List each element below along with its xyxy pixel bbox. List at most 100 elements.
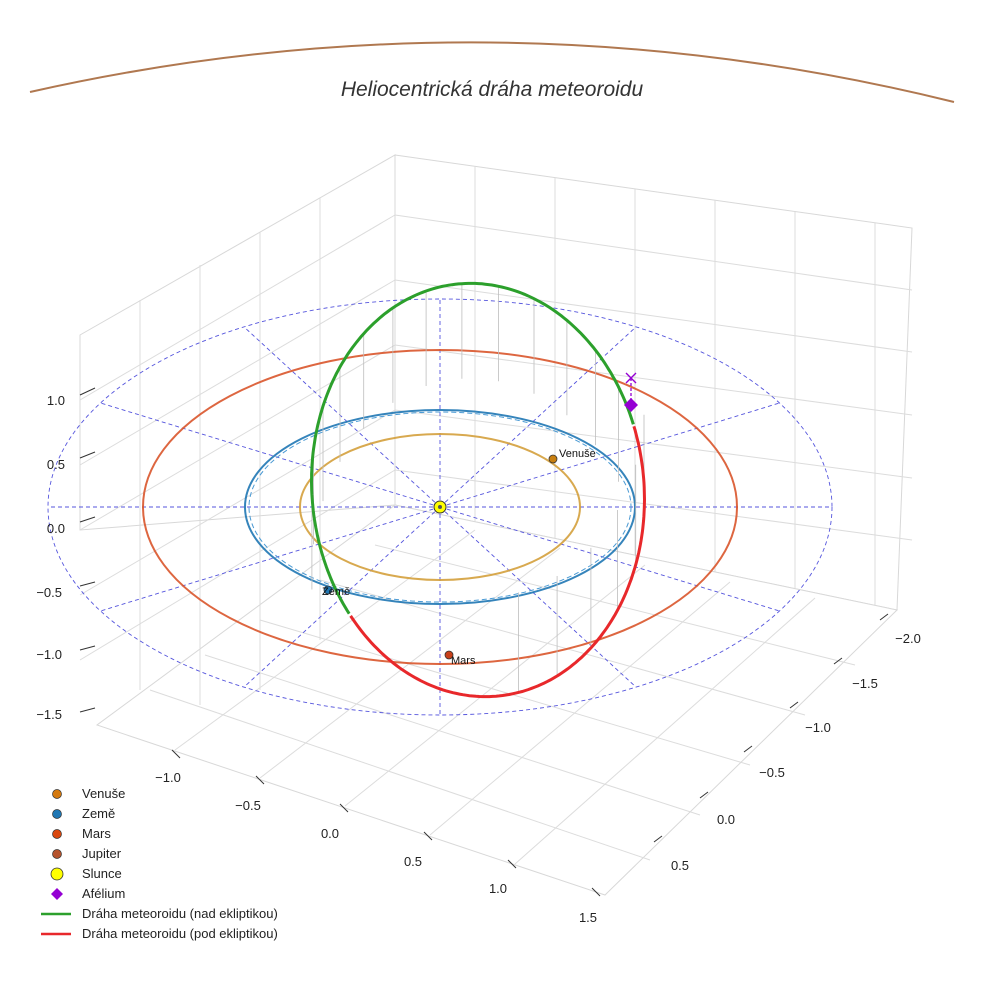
- z-tick-label: 0.5: [47, 457, 65, 472]
- ecliptic-grid: [47, 298, 833, 716]
- x-tick-mark: [591, 887, 601, 897]
- x-tick-mark: [171, 749, 181, 759]
- ecliptic-circle: [47, 298, 833, 716]
- z-tick-label: −1.5: [36, 707, 62, 722]
- x-tick-label: −1.0: [155, 770, 181, 785]
- y-tick-label: −2.0: [895, 631, 921, 646]
- legend-item: Dráha meteoroidu (nad ekliptikou): [41, 906, 278, 921]
- planet-label-Mars: Mars: [451, 655, 476, 667]
- meteoroid-orbit-above: [309, 281, 635, 615]
- x-tick-label: −0.5: [235, 798, 261, 813]
- x-tick-mark: [507, 859, 517, 869]
- axis-ticks: 1.0 0.5 0.0 −0.5 −1.0 −1.5 −1.0 −0.5 0.0 0.5 1.0 1.…: [36, 387, 921, 925]
- meteoroid-orbit: [309, 281, 647, 699]
- legend-item: Země: [52, 806, 115, 821]
- z-tick-mark: [79, 516, 96, 523]
- chart-title: Heliocentrická dráha meteoroidu: [341, 78, 644, 101]
- legend: Venuše Země Mars Jupiter Slunce Afélium Dráha …: [41, 786, 278, 941]
- legend-label: Mars: [82, 826, 111, 841]
- grid-line: [394, 469, 913, 541]
- legend-marker-diamond: [51, 888, 63, 900]
- ecliptic-spoke: [100, 402, 441, 508]
- grid-line: [374, 544, 856, 666]
- grid-line: [79, 344, 396, 531]
- y-tick-mark: [879, 613, 889, 621]
- legend-label: Venuše: [82, 786, 125, 801]
- planet-orbits: [29, 41, 955, 665]
- legend-marker-dot: [52, 809, 62, 819]
- y-tick-mark: [699, 791, 709, 799]
- meteoroid-orbit-below: [349, 425, 647, 699]
- grid-line: [344, 564, 646, 807]
- grid-line: [79, 469, 396, 661]
- grid-line: [394, 214, 913, 291]
- ecliptic-spoke: [243, 326, 441, 508]
- grid-lines: [79, 166, 913, 865]
- y-tick-mark: [833, 657, 843, 665]
- planet-label-Venuše: Venuše: [559, 448, 596, 460]
- y-tick-label: −0.5: [759, 765, 785, 780]
- z-tick-label: −0.5: [36, 585, 62, 600]
- orbit-earth-inner: [248, 411, 632, 603]
- grid-line: [79, 409, 396, 596]
- legend-marker-sun: [50, 867, 64, 881]
- legend-item: Venuše: [52, 786, 125, 801]
- floor-pane: [95, 504, 899, 896]
- legend-label: Slunce: [82, 866, 122, 881]
- legend-item: Mars: [52, 826, 111, 841]
- axis-panes: [79, 154, 913, 896]
- y-tick-label: 0.5: [671, 858, 689, 873]
- x-tick-label: 0.0: [321, 826, 339, 841]
- y-tick-label: −1.5: [852, 676, 878, 691]
- planet-label-Země: Země: [322, 586, 350, 598]
- legend-label: Afélium: [82, 886, 125, 901]
- ecliptic-spoke: [243, 506, 441, 688]
- legend-label: Dráha meteoroidu (pod ekliptikou): [82, 926, 278, 941]
- grid-line: [429, 581, 731, 836]
- y-tick-label: −1.0: [805, 720, 831, 735]
- left-pane: [79, 154, 396, 531]
- y-tick-mark: [653, 835, 663, 843]
- x-tick-mark: [423, 831, 433, 841]
- z-tick-mark: [79, 387, 96, 396]
- ecliptic-spoke: [439, 506, 637, 688]
- x-tick-label: 1.0: [489, 881, 507, 896]
- sun-center: [438, 505, 442, 509]
- grid-line: [149, 689, 651, 861]
- orbit-Venuše: [299, 433, 581, 581]
- x-tick-mark: [255, 775, 265, 785]
- legend-marker-dot: [52, 829, 62, 839]
- markers: Venuše Země Mars: [322, 372, 638, 667]
- planet-marker-Země: [323, 585, 333, 595]
- grid-line: [174, 529, 476, 751]
- z-tick-mark: [79, 645, 96, 651]
- y-tick-mark: [789, 701, 799, 709]
- legend-label: Dráha meteoroidu (nad ekliptikou): [82, 906, 278, 921]
- grid-line: [394, 279, 913, 353]
- grid-line: [394, 409, 913, 479]
- z-tick-label: 0.0: [47, 521, 65, 536]
- orbit-Mars: [142, 349, 738, 665]
- z-tick-mark: [79, 707, 96, 713]
- x-tick-label: 1.5: [579, 910, 597, 925]
- x-tick-label: 0.5: [404, 854, 422, 869]
- legend-item: Dráha meteoroidu (pod ekliptikou): [41, 926, 278, 941]
- z-tick-label: −1.0: [36, 647, 62, 662]
- legend-item: Slunce: [50, 866, 122, 881]
- grid-line: [394, 344, 913, 416]
- ecliptic-spoke: [439, 506, 780, 612]
- legend-item: Jupiter: [52, 846, 122, 861]
- z-tick-mark: [79, 581, 96, 587]
- legend-label: Země: [82, 806, 115, 821]
- grid-line: [79, 279, 396, 466]
- planet-marker-Venuše: [548, 454, 558, 464]
- z-tick-mark: [79, 451, 96, 459]
- y-tick-mark: [743, 745, 753, 753]
- ecliptic-spoke: [100, 506, 441, 612]
- grid-line: [259, 619, 751, 766]
- grid-line: [79, 214, 396, 401]
- ecliptic-spoke: [439, 402, 780, 508]
- grid-line: [204, 654, 701, 816]
- planet-marker-Mars: [444, 650, 454, 660]
